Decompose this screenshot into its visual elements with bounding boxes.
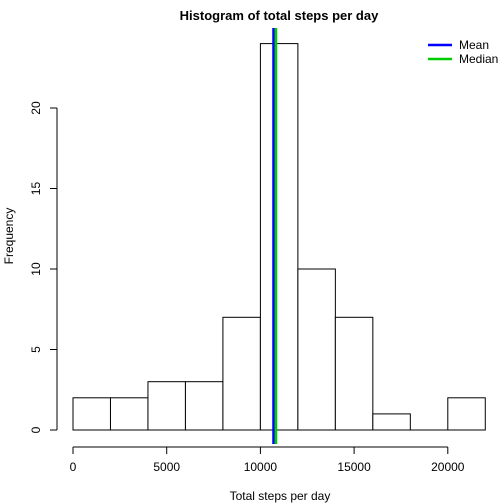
reference-lines-group <box>272 28 278 444</box>
y-tick-label-3: 15 <box>29 182 43 196</box>
x-axis-label: Total steps per day <box>230 489 331 503</box>
legend-label-mean: Mean <box>459 38 489 52</box>
bars-group <box>72 43 486 431</box>
y-tick-label-2: 10 <box>29 262 43 276</box>
histogram-bar-7 <box>334 316 374 431</box>
chart-title: Histogram of total steps per day <box>180 8 379 23</box>
x-tick-label-3: 15000 <box>337 460 371 474</box>
histogram-bar-10 <box>447 397 486 431</box>
histogram-bar-5 <box>259 43 299 431</box>
y-axis-label: Frequency <box>2 208 16 265</box>
histogram-bar-6 <box>297 268 336 431</box>
histogram-bar-8 <box>372 413 411 431</box>
y-tick-label-1: 5 <box>29 346 43 353</box>
y-tick-label-0: 0 <box>29 426 43 433</box>
histogram-bar-4 <box>222 316 261 431</box>
y-tick-label-4: 20 <box>29 101 43 115</box>
x-tick-label-4: 20000 <box>431 460 465 474</box>
histogram-bar-0 <box>72 397 111 431</box>
histogram-bar-2 <box>147 381 186 431</box>
x-axis: 0 5000 10000 15000 20000 <box>70 446 465 474</box>
histogram-bar-1 <box>109 397 149 431</box>
legend-label-median: Median <box>459 52 498 66</box>
histogram-bar-3 <box>184 381 224 431</box>
x-tick-label-2: 10000 <box>244 460 278 474</box>
y-axis: 0 5 10 15 20 <box>29 101 58 433</box>
x-tick-label-1: 5000 <box>153 460 180 474</box>
x-tick-label-0: 0 <box>70 460 77 474</box>
